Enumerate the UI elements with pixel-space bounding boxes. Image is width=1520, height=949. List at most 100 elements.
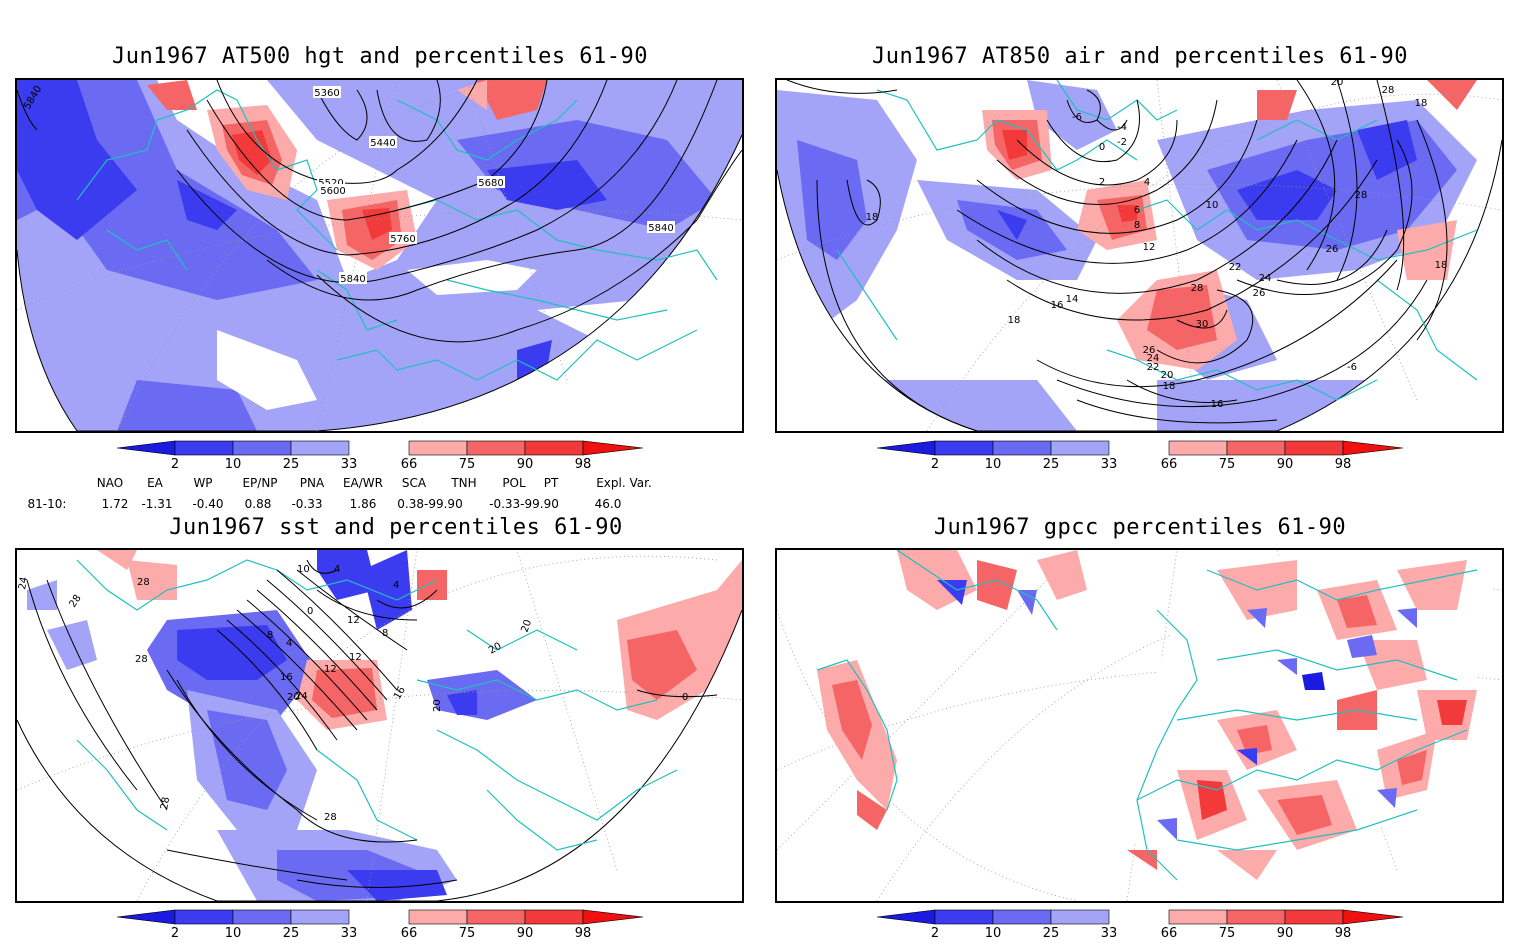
contour-label: 24 <box>17 576 30 590</box>
colorbar-tick-label: 2 <box>930 926 940 941</box>
contour-label: 0 <box>682 692 688 703</box>
contour-label: 22 <box>1147 362 1160 373</box>
colorbar-tick-label: 33 <box>1100 926 1118 941</box>
contour-label: 20 <box>432 699 443 712</box>
contour-label: 16 <box>1211 399 1224 410</box>
colorbar-segment <box>1168 909 1228 925</box>
contour-label: 5440 <box>370 138 395 149</box>
map-panel-air850: -6 -4 -2 0 2 4 6 8 10 12 14 16 16 18 18 … <box>775 78 1504 433</box>
contour-label: 20 <box>1161 370 1174 381</box>
colorbar-segment <box>466 909 526 925</box>
colorbar-segment <box>290 440 350 456</box>
colorbar-triangle-high <box>1342 909 1404 925</box>
contour-label: 4 <box>1144 177 1150 188</box>
colorbar-segment <box>466 440 526 456</box>
colorbar-segment <box>174 909 234 925</box>
colorbar-tick-label: 98 <box>1334 926 1352 941</box>
map-air850: -6 -4 -2 0 2 4 6 8 10 12 14 16 16 18 18 … <box>777 80 1502 431</box>
contour-label: 18 <box>1415 98 1428 109</box>
colorbar-top-left: 2 10 25 33 66 75 90 98 <box>117 440 647 480</box>
colorbar-top-right: 2 10 25 33 66 75 90 98 <box>877 440 1407 480</box>
colorbar-tick-label: 98 <box>1334 457 1352 472</box>
contour-label: 26 <box>1326 244 1339 255</box>
contour-label: 18 <box>1008 315 1021 326</box>
contour-label: 26 <box>1143 345 1156 356</box>
colorbar-tick-label: 33 <box>340 926 358 941</box>
colorbar-tick-label: 2 <box>170 926 180 941</box>
contour-label: 6 <box>1134 205 1140 216</box>
index-header-row: NAO EA WP EP/NP PNA EA/WR SCA TNH POL PT… <box>0 476 760 492</box>
colorbar-tick-label: 66 <box>1160 926 1178 941</box>
index-value: -1.31 <box>141 497 173 511</box>
contours-sst <box>26 559 718 888</box>
contour-label: 5680 <box>478 178 503 189</box>
colorbar-segment <box>1226 909 1286 925</box>
map-sst: 24 28 28 28 12 8 4 0 16 20 12 8 4 16 12 … <box>17 550 742 901</box>
coastlines-sst <box>76 559 678 851</box>
colorbar-tick-label: 90 <box>516 457 534 472</box>
contour-labels-air850: -6 -4 -2 0 2 4 6 8 10 12 14 16 16 18 18 … <box>866 80 1448 410</box>
contour-label: 28 <box>1382 85 1395 96</box>
colorbar-tick-label: 10 <box>224 457 242 472</box>
map-panel-hgt500: 5360 5440 5520 5600 5680 5760 5840 5840 … <box>15 78 744 433</box>
contour-label: 28 <box>159 796 172 810</box>
contour-label: 5360 <box>314 88 339 99</box>
colorbar-tick-label: 98 <box>574 926 592 941</box>
colorbar-segment <box>408 909 468 925</box>
colorbar-segment <box>232 909 292 925</box>
contour-label: 4 <box>393 580 399 591</box>
contour-label: 24 <box>1259 273 1272 284</box>
colorbar-segment <box>1050 909 1110 925</box>
colorbar-triangle-high <box>1342 440 1404 456</box>
contour-label: 2 <box>1099 177 1105 188</box>
contour-label: 24 <box>295 691 308 702</box>
index-value: -0.33-99.90 <box>489 497 559 511</box>
contours-air850 <box>786 80 1448 431</box>
colorbar-triangle-low <box>877 440 936 456</box>
index-value: 46.0 <box>594 497 622 511</box>
contour-label: -4 <box>1117 122 1127 133</box>
contour-label: 28 <box>1191 283 1204 294</box>
colorbar-tick-label: 98 <box>574 457 592 472</box>
colorbar-segment <box>1284 440 1344 456</box>
contour-label: 12 <box>347 615 360 626</box>
colorbar-bottom-left: 2 10 25 33 66 75 90 98 <box>117 909 647 949</box>
index-header: EP/NP <box>242 476 278 490</box>
contour-label: 16 <box>1051 300 1064 311</box>
colorbar-segment <box>524 909 584 925</box>
contour-label: 14 <box>1066 294 1079 305</box>
precip-anomaly-field <box>817 550 1497 880</box>
colorbar-tick-label: 90 <box>516 926 534 941</box>
index-value: -0.40 <box>192 497 224 511</box>
colorbar-tick-label: 75 <box>1218 457 1236 472</box>
contour-label: 20 <box>287 692 300 703</box>
contour-label: 28 <box>135 654 148 665</box>
colorbar-segment <box>408 440 468 456</box>
contour-label: 20 <box>519 618 534 634</box>
index-value-row: 81-10: 1.72 -1.31 -0.40 0.88 -0.33 1.86 … <box>0 497 760 513</box>
contour-label: 5600 <box>320 186 345 197</box>
panel-title-gpcc: Jun1967 gpcc percentiles 61-90 <box>933 515 1347 540</box>
contour-label: 18 <box>866 212 879 223</box>
colorbar-tick-label: 66 <box>400 457 418 472</box>
contour-label: 10 <box>1206 200 1219 211</box>
contour-label: 4 <box>334 564 340 575</box>
colorbar-tick-label: 10 <box>984 457 1002 472</box>
map-hgt500: 5360 5440 5520 5600 5680 5760 5840 5840 … <box>17 80 742 431</box>
contour-label: 5520 <box>318 178 343 189</box>
index-header: EA <box>147 476 163 490</box>
colorbar-tick-label: 25 <box>282 457 300 472</box>
index-row-label: 81-10: <box>27 497 67 511</box>
colorbar-swatches <box>117 909 644 925</box>
colorbar-segment <box>934 440 994 456</box>
contour-label: -6 <box>1347 362 1357 373</box>
contour-label: 30 <box>1196 319 1209 330</box>
contour-label: -2 <box>1117 137 1127 148</box>
colorbar-tick-label: 75 <box>458 457 476 472</box>
index-value: 1.86 <box>349 497 377 511</box>
colorbar-tick-label: 10 <box>984 926 1002 941</box>
index-value: 0.38-99.90 <box>397 497 463 511</box>
index-header: WP <box>193 476 213 490</box>
colorbar-segment <box>1168 440 1228 456</box>
panel-title-sst: Jun1967 sst and percentiles 61-90 <box>169 515 623 540</box>
